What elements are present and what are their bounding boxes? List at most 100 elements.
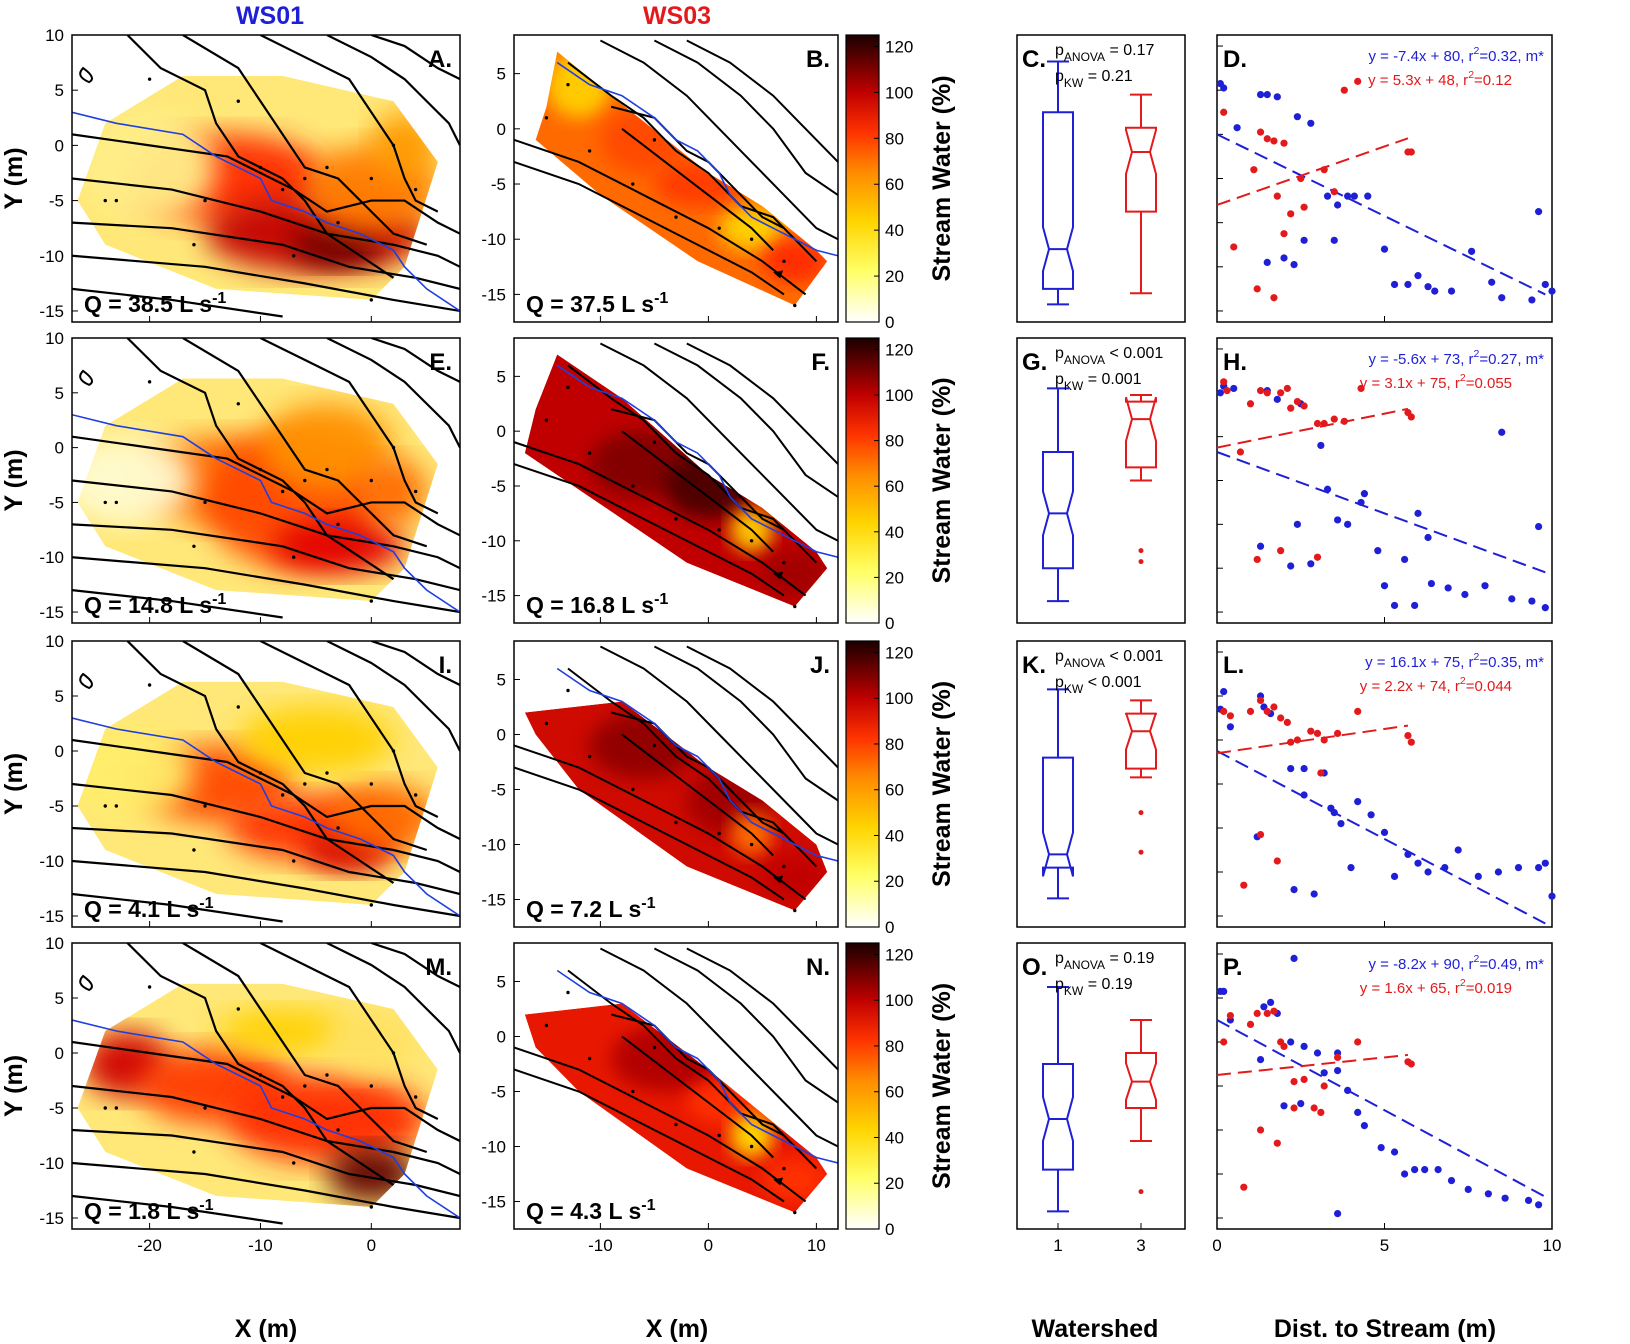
contour-line	[514, 766, 785, 901]
contour-line	[599, 645, 838, 846]
well-point	[203, 198, 207, 203]
ws03-data-point	[1313, 553, 1322, 561]
well-point	[369, 176, 374, 181]
p-kw-label: pKW < 0.001	[1055, 674, 1142, 696]
ws01-data-point	[1411, 601, 1419, 610]
scatter-panel: 0 5 10 P. y = -8.2x + 90, r2=0.49, m* y = 1.6…	[1212, 942, 1562, 1255]
well-point	[631, 787, 635, 792]
well-point	[369, 903, 374, 907]
ws01-data-point	[1273, 93, 1281, 101]
ws01-data-point	[1481, 582, 1489, 590]
ws03-x-tick-label: -10	[588, 1236, 613, 1255]
ws01-data-point	[1317, 441, 1325, 450]
ws03-y-tick-label: -5	[491, 781, 506, 800]
colorbar-tick-label: 40	[885, 221, 904, 240]
well-point	[147, 683, 152, 687]
well-point	[147, 77, 152, 81]
contour-line	[72, 892, 283, 923]
ws01-y-tick-label: -10	[39, 852, 64, 871]
ws01-data-point	[1220, 688, 1228, 696]
p-anova-label: pANOVA < 0.001	[1055, 648, 1163, 670]
discharge-label: Q = 4.3 L s-1	[526, 1196, 656, 1224]
colorbar-tick-label: 120	[885, 340, 913, 359]
ws03-y-tick-label: -10	[481, 1138, 506, 1157]
well-point	[652, 440, 657, 444]
ws01-data-point	[1404, 280, 1412, 289]
ws01-y-tick-label: 5	[55, 687, 64, 706]
ws01-data-point	[1484, 1190, 1492, 1198]
well-point	[566, 688, 570, 693]
colorbar-tick-label: 20	[885, 568, 904, 587]
well-point	[544, 418, 549, 422]
ws01-data-point	[1434, 1166, 1442, 1174]
colorbar	[845, 640, 880, 928]
contour-line	[514, 1068, 785, 1203]
ws03-y-tick-label: -15	[481, 1193, 506, 1212]
ws01-data-point	[1256, 91, 1265, 99]
panel-letter: P.	[1223, 954, 1243, 981]
well-point	[749, 1144, 754, 1149]
ws01-data-point	[1494, 868, 1502, 876]
contour-line	[567, 667, 818, 868]
ws01-data-point	[1367, 811, 1375, 819]
boxplot-panel: G. pANOVA < 0.001 pKW = 0.001	[1016, 337, 1186, 624]
contour-line	[621, 128, 774, 251]
ws01-map-panel: 10 5 0 -5 -10 -15 -20 -10 0 Y (m) M. Q = 1.8 L s-1	[0, 934, 461, 1255]
ws01-data-point	[1374, 547, 1382, 555]
ws03-data-point	[1320, 419, 1328, 428]
contour-line	[259, 35, 439, 213]
scatter-x-tick-label: 0	[1212, 1236, 1221, 1255]
ws01-column-title: WS01	[236, 2, 304, 30]
contour-line	[79, 369, 93, 386]
contour-line	[72, 523, 460, 592]
ws01-data-point	[1535, 864, 1543, 872]
well-point	[674, 1122, 678, 1127]
contour-line	[72, 287, 283, 318]
ws03-data-point	[1334, 1053, 1342, 1061]
well-point	[674, 517, 678, 521]
scatter-panel: D. y = -7.4x + 80, r2=0.32, m* y = 5.3x + …	[1216, 34, 1556, 323]
contour-line	[326, 338, 460, 449]
well-point	[391, 749, 396, 753]
contour-line	[72, 826, 460, 896]
well-point	[749, 237, 754, 241]
well-point	[793, 908, 797, 913]
stream-channel	[72, 111, 460, 312]
contour-line	[72, 738, 460, 840]
ws03-data-point	[1273, 192, 1281, 200]
well-point	[103, 1106, 107, 1110]
ws01-data-point	[1344, 192, 1352, 200]
contour-line	[182, 338, 428, 548]
contour-arrow	[773, 1177, 784, 1186]
ws03-map-frame	[513, 640, 839, 928]
contour-line	[72, 254, 460, 313]
ws01-data-point	[1256, 1056, 1265, 1064]
p-anova-label: pANOVA = 0.17	[1055, 42, 1155, 64]
ws01-data-point	[1424, 868, 1432, 876]
ws01-data-point	[1461, 590, 1469, 599]
ws03-data-point	[1270, 294, 1278, 302]
well-point	[631, 484, 635, 488]
scatter-x-tick-label: 10	[1543, 1236, 1562, 1255]
ws03-data-point	[1320, 166, 1328, 174]
ws01-data-point	[1380, 828, 1389, 837]
ws01-data-point	[1344, 520, 1352, 528]
ws01-data-point	[1334, 516, 1342, 524]
ws01-x-tick-label: -10	[248, 1236, 273, 1255]
ws03-y-tick-label: 0	[497, 1028, 506, 1047]
contour-arrow	[773, 270, 784, 279]
contour-line	[621, 1035, 774, 1159]
discharge-label: Q = 1.8 L s-1	[84, 1196, 214, 1224]
ws01-box	[1042, 986, 1074, 1213]
well-point	[782, 259, 786, 263]
well-point	[652, 138, 657, 142]
colorbar-tick-label: 60	[885, 781, 904, 800]
well-point	[325, 771, 329, 775]
well-point	[782, 561, 786, 565]
well-point	[258, 467, 263, 472]
ws03-y-tick-label: 0	[497, 422, 506, 441]
ws01-y-tick-label: 5	[55, 384, 64, 403]
ws01-data-point	[1468, 247, 1476, 255]
ws01-data-point	[1354, 1108, 1362, 1116]
ws01-data-point	[1260, 1003, 1268, 1011]
